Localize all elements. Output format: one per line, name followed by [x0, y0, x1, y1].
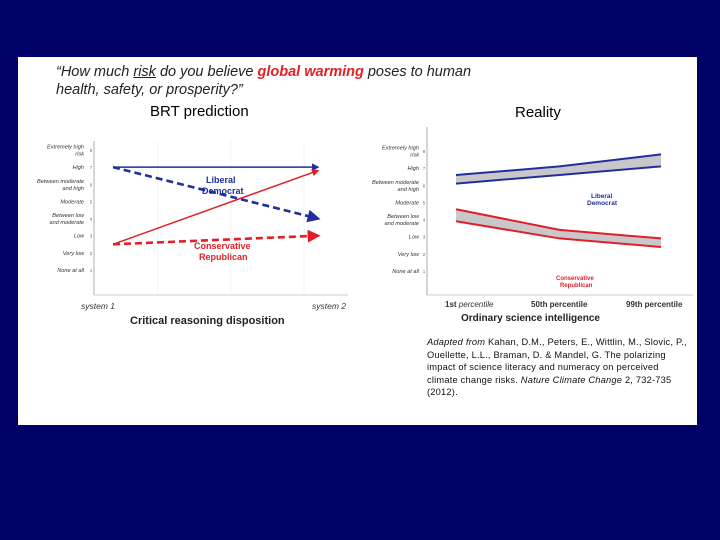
- left-y-axis-labels: Extremely high risk 8 High 7 Between moderate…: [37, 145, 93, 275]
- right-upper-line-conservative-republican: [455, 208, 662, 240]
- right-x-axis-labels: 1st percentile 50th percentile 99th percen…: [445, 300, 683, 309]
- left-x-tick-system-1: system 1: [81, 301, 115, 311]
- left-y-tick-none-at-all: None at all: [57, 268, 84, 274]
- right-lower-line-conservative-republican: [455, 220, 662, 248]
- right-label-conservative-2: Republican: [560, 283, 593, 289]
- question-line-2: health, safety, or prosperity?”: [56, 82, 243, 98]
- left-series: [112, 163, 321, 246]
- left-label-liberal-1: Liberal: [206, 175, 236, 185]
- citation: Adapted from Kahan, D.M., Peters, E., Wi…: [427, 336, 692, 399]
- question-text-5: poses to human: [363, 64, 472, 80]
- right-lower-line-liberal-democrat: [455, 165, 662, 185]
- left-y-tick-low: Low: [74, 234, 85, 240]
- right-chart-heading: Reality: [515, 104, 561, 121]
- right-label-liberal-1: Liberal: [591, 193, 613, 200]
- right-series: [455, 153, 662, 248]
- question-risk-word: risk: [133, 64, 156, 80]
- right-label-conservative-1: Conservative: [556, 276, 594, 282]
- left-y-tick-num-1: 1: [90, 268, 93, 273]
- left-y-tick-moderate: Moderate: [60, 199, 84, 205]
- right-y-tick-high: High: [407, 166, 419, 172]
- brt-prediction-chart: Extremely high risk 8 High 7 Between moderate…: [37, 141, 348, 327]
- right-y-tick-extremely-high-risk: Extremely high risk: [382, 146, 420, 159]
- right-y-tick-num-3: 3: [423, 235, 426, 240]
- left-y-tick-high: High: [72, 165, 84, 171]
- right-band-liberal-democrat: [456, 154, 661, 184]
- right-x-axis-title: Ordinary science intelligence: [461, 313, 600, 324]
- left-y-tick-extremely-high-risk: Extremely high risk: [47, 145, 85, 158]
- left-y-tick-num-8: 8: [90, 148, 93, 153]
- left-series-line-conservative-republican-brt: [112, 229, 321, 246]
- left-y-tick-num-5: 5: [90, 199, 93, 204]
- left-y-tick-num-6: 6: [90, 182, 93, 187]
- right-y-tick-num-1: 1: [423, 269, 426, 274]
- question-global-warming: global warming: [257, 64, 364, 80]
- survey-question: “How much risk do you believe global war…: [56, 63, 476, 99]
- right-y-tick-num-5: 5: [423, 200, 426, 205]
- right-y-tick-num-6: 6: [423, 183, 426, 188]
- citation-tail: 2, 732-735 (2012).: [427, 374, 672, 398]
- right-y-tick-num-7: 7: [423, 166, 426, 171]
- right-y-tick-num-2: 2: [423, 252, 426, 257]
- slide-card: “How much risk do you believe global war…: [18, 57, 697, 425]
- question-text-1: “How much: [56, 64, 134, 80]
- right-band-conservative-republican: [456, 209, 661, 247]
- right-x-tick-50th-percentile: 50th percentile: [531, 300, 588, 309]
- left-x-axis-title: Critical reasoning disposition: [130, 315, 285, 327]
- left-y-tick-num-7: 7: [90, 165, 93, 170]
- left-y-tick-num-3: 3: [90, 234, 93, 239]
- left-series-line-liberal-democrat-brt: [112, 165, 321, 223]
- left-gridlines: [157, 141, 305, 295]
- right-y-tick-very-low: Very low: [398, 252, 420, 258]
- right-y-tick-moderate: Moderate: [395, 200, 419, 206]
- right-y-tick-num-4: 4: [423, 218, 426, 223]
- right-x-tick-1st-percentile: 1st percentile: [445, 300, 494, 309]
- left-y-tick-between-moderate-and-high: Between moderate and high: [37, 179, 84, 192]
- right-upper-line-liberal-democrat: [455, 153, 662, 176]
- citation-prefix: Adapted from: [427, 337, 486, 347]
- question-text-3: do you believe: [155, 64, 258, 80]
- left-y-tick-very-low: Very low: [63, 251, 85, 257]
- left-chart-heading: BRT prediction: [150, 103, 249, 120]
- left-series-line-conservative-republican: [112, 169, 320, 245]
- right-y-tick-num-8: 8: [423, 149, 426, 154]
- right-y-tick-low: Low: [409, 235, 420, 241]
- left-label-conservative-1: Conservative: [194, 241, 251, 251]
- left-y-tick-num-4: 4: [90, 217, 93, 222]
- left-y-tick-num-2: 2: [90, 251, 93, 256]
- left-x-tick-system-2: system 2: [312, 301, 346, 311]
- left-label-liberal-2: Democrat: [202, 186, 244, 196]
- right-label-liberal-2: Democrat: [587, 200, 618, 207]
- right-y-tick-between-low-and-moderate: Between low and moderate: [384, 214, 419, 227]
- right-y-tick-between-moderate-and-high: Between moderate and high: [372, 180, 419, 193]
- citation-text: Kahan, D.M., Peters, E., Wittlin, M., Sl…: [427, 337, 687, 385]
- left-y-tick-between-low-and-moderate: Between low and moderate: [49, 213, 84, 226]
- right-x-tick-99th-percentile: 99th percentile: [626, 300, 683, 309]
- left-x-axis-labels: system 1 system 2: [81, 301, 346, 311]
- left-label-conservative-2: Republican: [199, 252, 248, 262]
- citation-journal: Nature Climate Change: [520, 374, 623, 385]
- right-y-tick-none-at-all: None at all: [392, 269, 419, 275]
